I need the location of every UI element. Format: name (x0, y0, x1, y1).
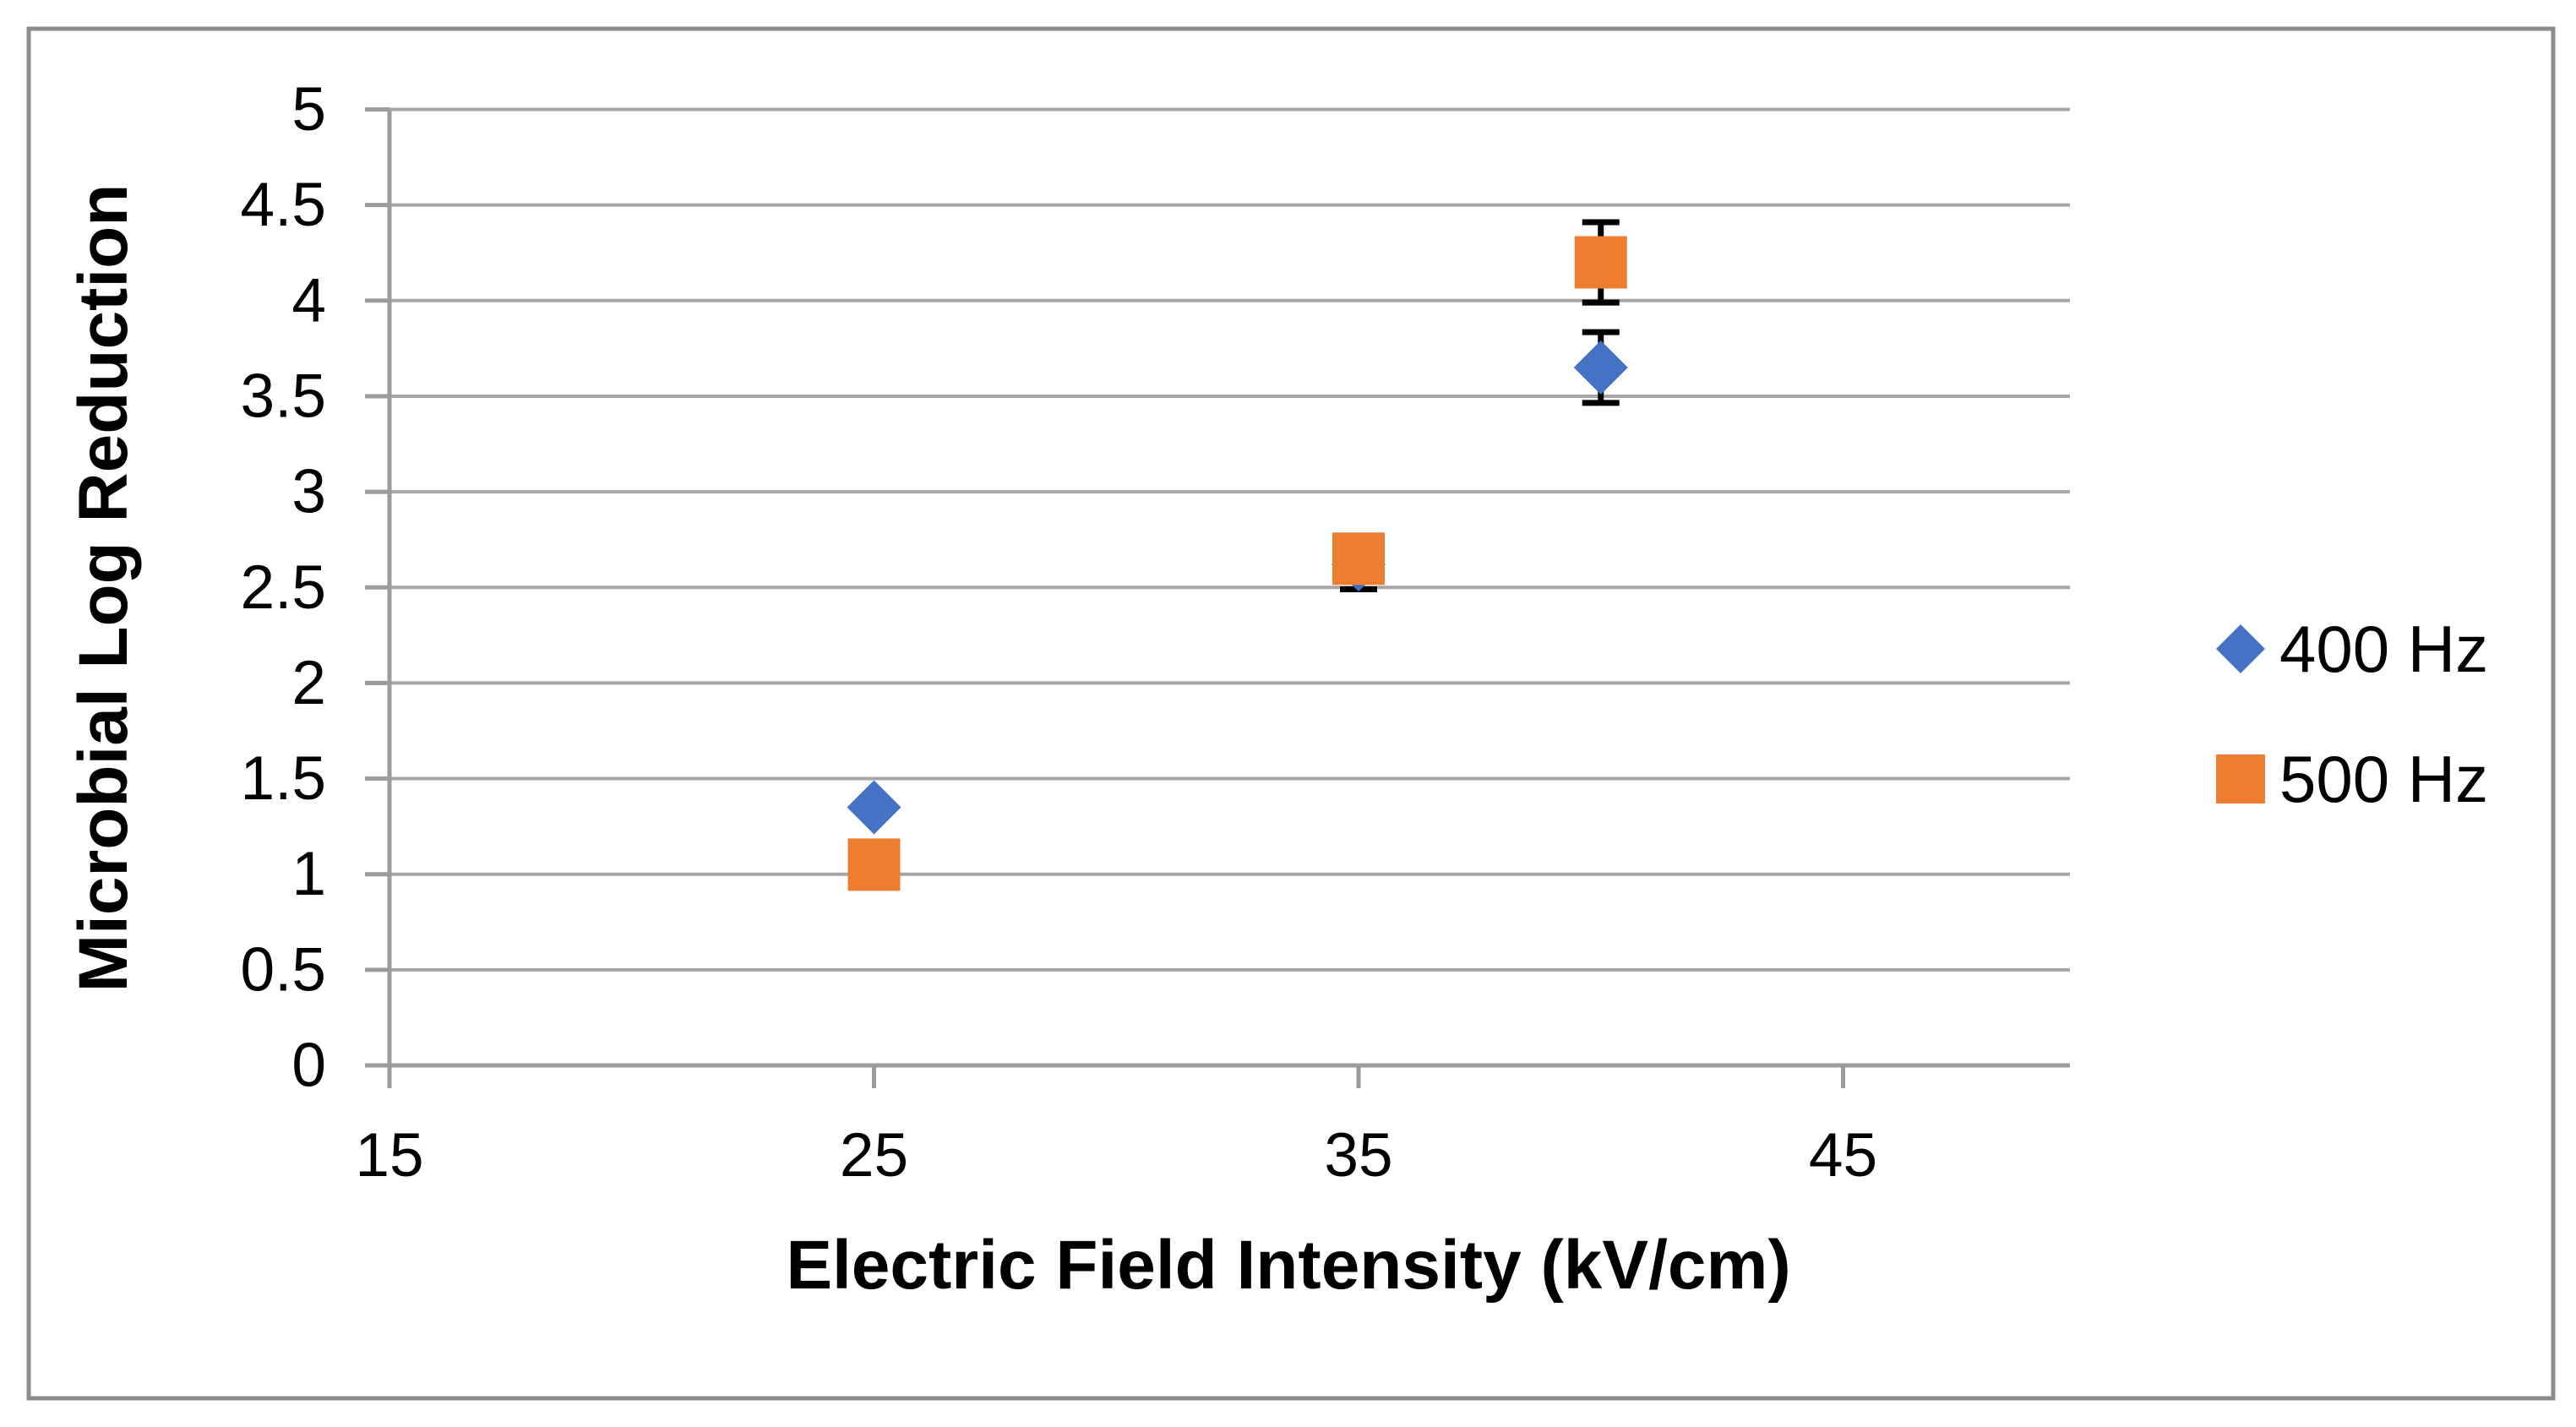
y-tick-label-0: 0 (291, 1032, 326, 1100)
marker-400hz-x25 (847, 780, 901, 835)
marker-500hz-x35 (1332, 532, 1385, 586)
y-tick-label-1.5: 1.5 (241, 744, 326, 813)
y-axis-tick-labels: 0 0.5 1 1.5 2 2.5 3 3.5 4 4.5 5 (241, 75, 326, 1100)
legend: 400 Hz 500 Hz (2216, 612, 2488, 816)
marker-400hz-x40 (1573, 340, 1628, 395)
x-tick-label-35: 35 (1324, 1121, 1392, 1190)
x-tick-label-25: 25 (840, 1121, 908, 1190)
x-axis-tick-labels: 15 25 35 45 (355, 1121, 1877, 1190)
marker-500hz-x40 (1574, 236, 1627, 289)
x-tick-label-45: 45 (1809, 1121, 1877, 1190)
data-points (847, 236, 1628, 891)
y-tick-label-1: 1 (291, 840, 326, 908)
y-tick-label-3: 3 (291, 458, 326, 526)
legend-label-500hz: 500 Hz (2279, 742, 2488, 816)
y-tick-label-4.5: 4.5 (241, 171, 326, 239)
x-tick-label-15: 15 (355, 1121, 423, 1190)
y-tick-label-5: 5 (291, 75, 326, 144)
y-tick-label-3.5: 3.5 (241, 362, 326, 430)
y-tick-label-4: 4 (291, 266, 326, 335)
x-axis-title: Electric Field Intensity (kV/cm) (786, 1227, 1790, 1304)
gridlines (389, 107, 2070, 972)
legend-marker-500hz-square-icon (2216, 754, 2265, 803)
axis-lines (387, 109, 2070, 1088)
tick-marks (365, 107, 1845, 1088)
y-tick-label-2: 2 (291, 649, 326, 717)
legend-marker-400hz-diamond-icon (2216, 624, 2265, 673)
chart-border (26, 26, 2556, 1401)
y-tick-label-0.5: 0.5 (241, 935, 326, 1004)
marker-500hz-x25 (847, 838, 901, 891)
y-axis-title: Microbial Log Reduction (65, 184, 142, 993)
legend-label-400hz: 400 Hz (2279, 612, 2488, 686)
y-tick-label-2.5: 2.5 (241, 553, 326, 622)
